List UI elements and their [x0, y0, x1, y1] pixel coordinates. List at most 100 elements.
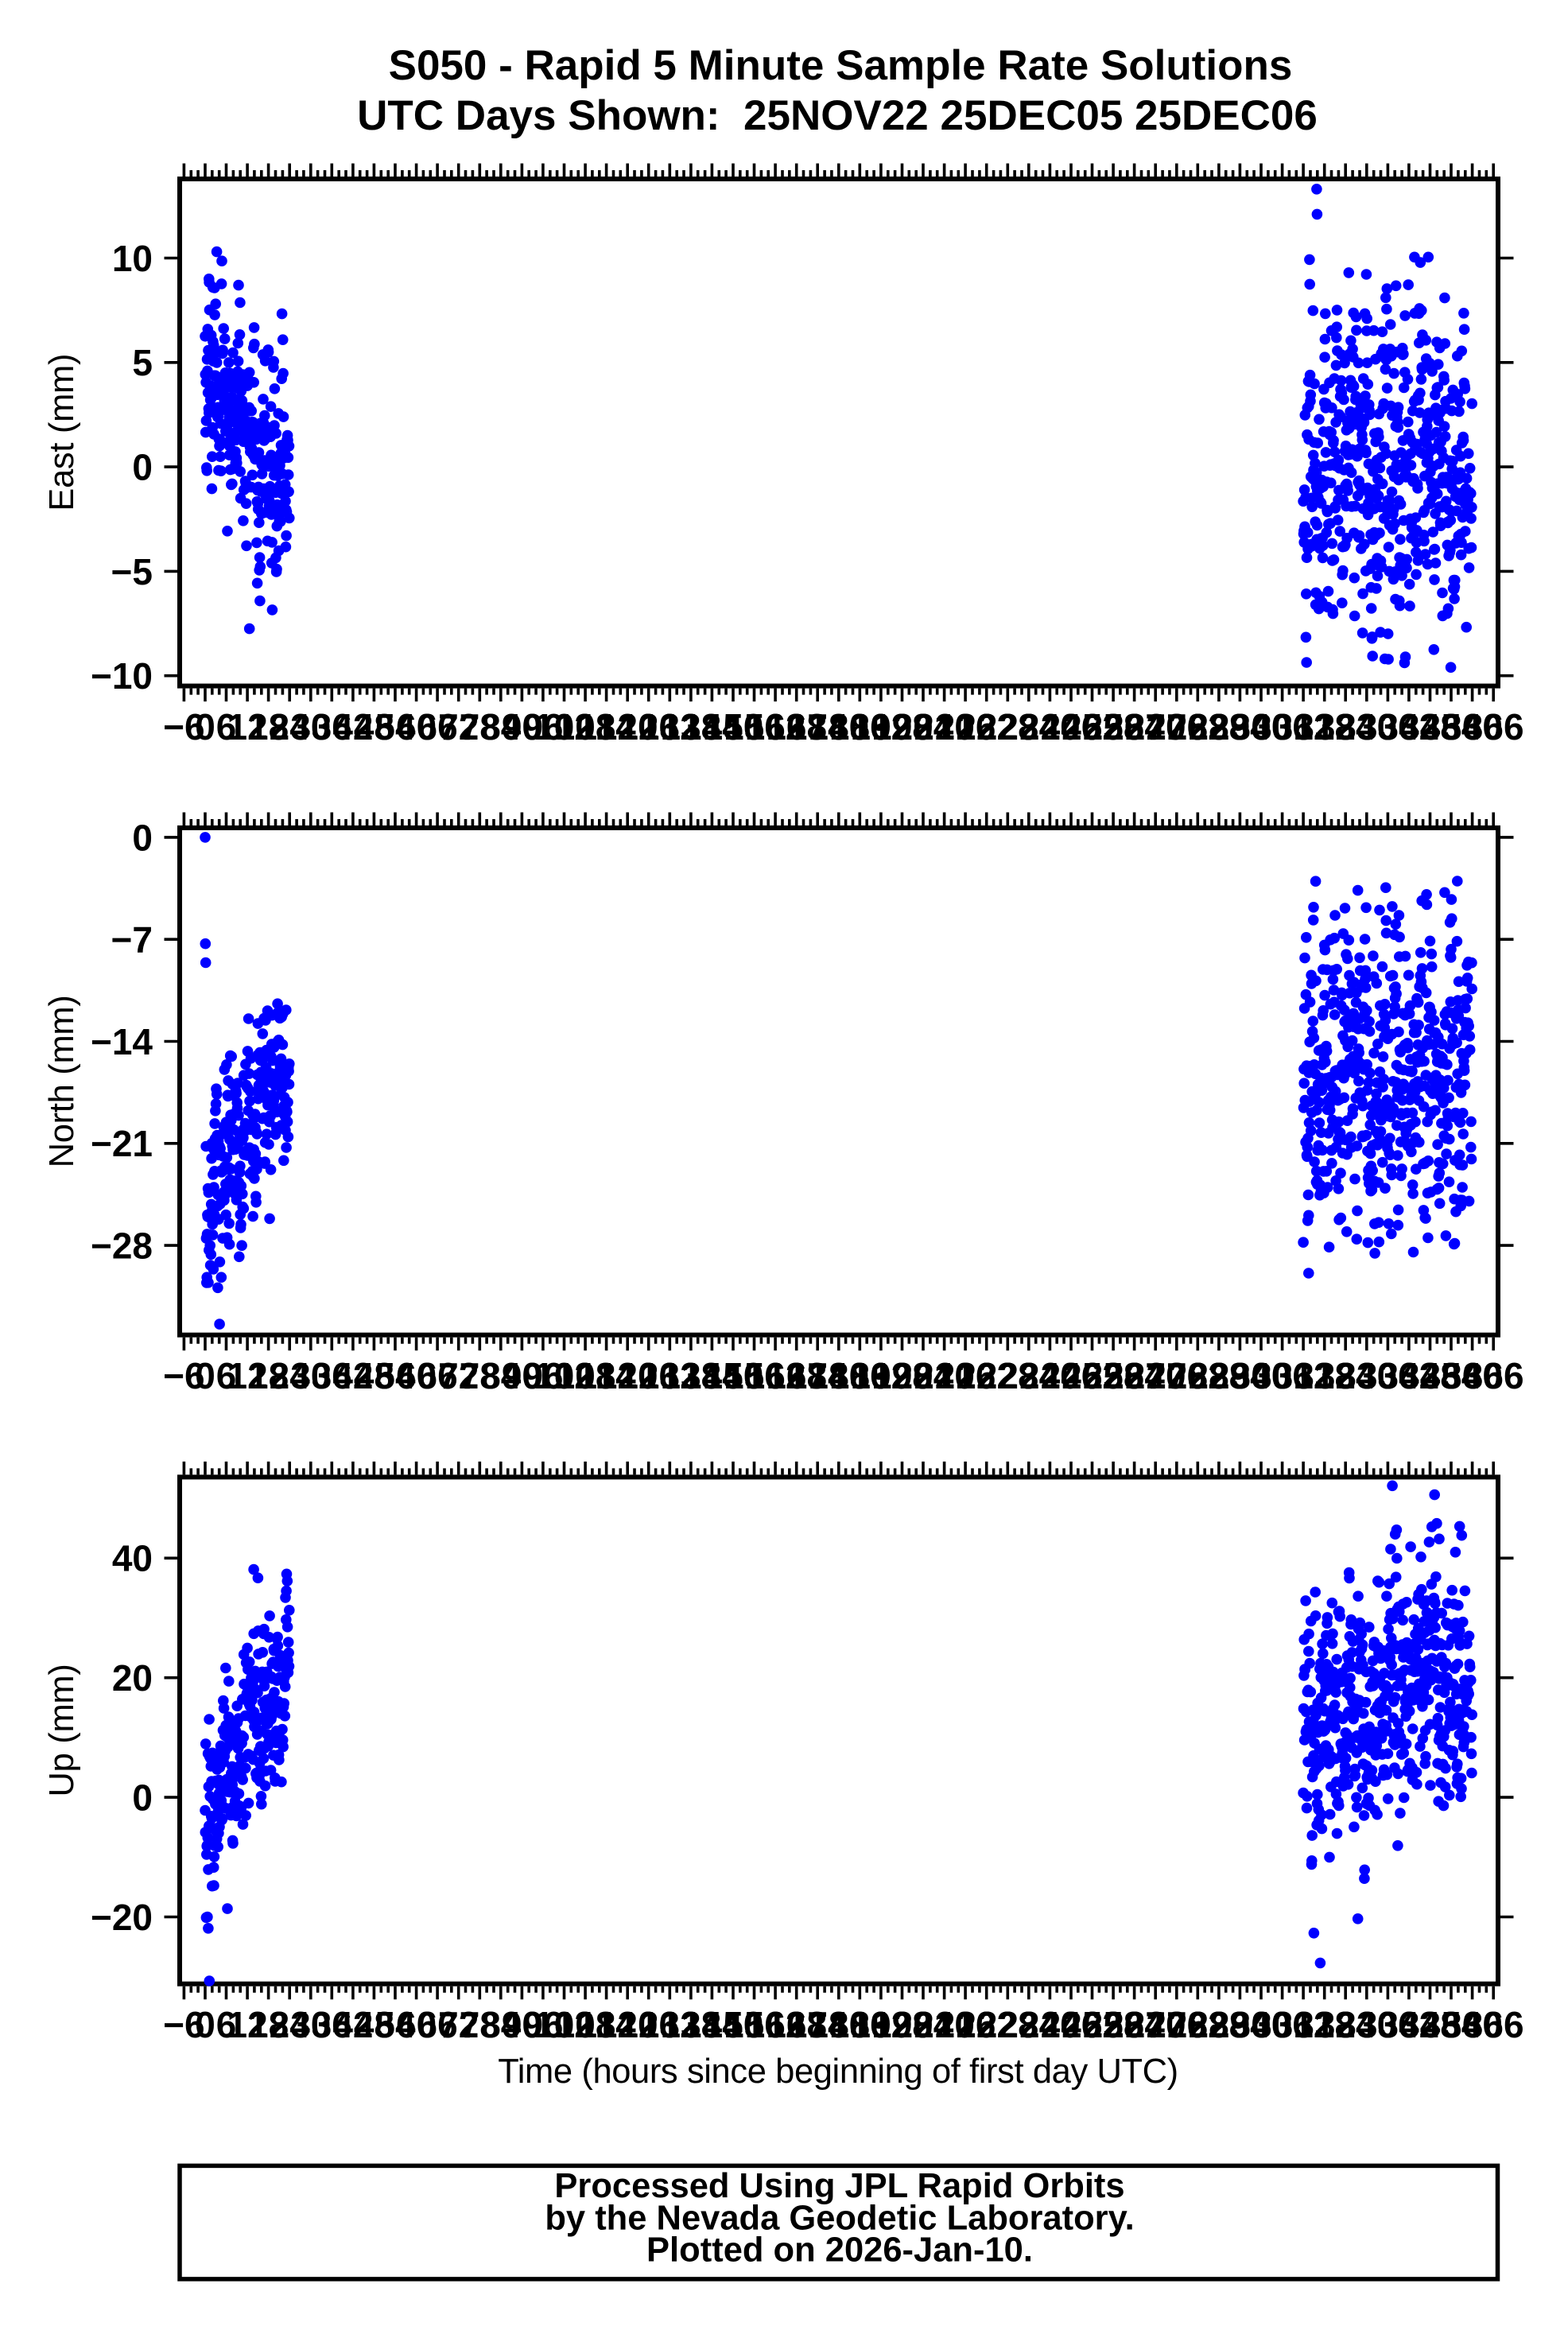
svg-text:342: 342 — [1379, 706, 1440, 748]
svg-text:330: 330 — [1336, 706, 1397, 748]
svg-text:210: 210 — [914, 706, 975, 748]
svg-text:324: 324 — [1315, 706, 1376, 748]
svg-text:312: 312 — [1273, 1355, 1334, 1396]
svg-text:30: 30 — [290, 2004, 331, 2045]
svg-text:222: 222 — [956, 2004, 1017, 2045]
svg-text:−14: −14 — [91, 1021, 153, 1062]
svg-text:132: 132 — [639, 1355, 701, 1396]
svg-text:168: 168 — [766, 2004, 827, 2045]
svg-text:Plotted on 2026-Jan-10.: Plotted on 2026-Jan-10. — [646, 2231, 1033, 2270]
svg-text:48: 48 — [354, 2004, 394, 2045]
svg-text:348: 348 — [1399, 2004, 1461, 2045]
svg-text:18: 18 — [248, 706, 289, 748]
svg-text:156: 156 — [724, 706, 785, 748]
svg-text:−10: −10 — [91, 655, 153, 697]
svg-text:96: 96 — [522, 1355, 563, 1396]
svg-text:306: 306 — [1252, 706, 1313, 748]
svg-text:114: 114 — [576, 2004, 636, 2045]
svg-text:48: 48 — [354, 1355, 394, 1396]
svg-text:66: 66 — [417, 2004, 458, 2045]
svg-text:150: 150 — [703, 2004, 764, 2045]
svg-text:72: 72 — [438, 706, 479, 748]
svg-text:−21: −21 — [91, 1123, 153, 1164]
svg-text:126: 126 — [618, 1355, 679, 1396]
svg-text:0: 0 — [132, 1777, 153, 1819]
svg-text:90: 90 — [502, 1355, 542, 1396]
svg-text:306: 306 — [1252, 2004, 1313, 2045]
svg-text:24: 24 — [270, 706, 311, 748]
svg-text:120: 120 — [597, 1355, 658, 1396]
svg-text:330: 330 — [1336, 2004, 1397, 2045]
svg-text:144: 144 — [681, 706, 743, 748]
svg-text:324: 324 — [1315, 2004, 1376, 2045]
svg-text:336: 336 — [1357, 1355, 1419, 1396]
svg-text:150: 150 — [703, 706, 764, 748]
svg-text:318: 318 — [1294, 2004, 1355, 2045]
svg-text:252: 252 — [1062, 2004, 1123, 2045]
svg-text:78: 78 — [460, 706, 500, 748]
svg-text:132: 132 — [639, 2004, 701, 2045]
svg-text:UTC Days Shown: 25NOV22 25DEC: UTC Days Shown: 25NOV22 25DEC05 25DEC06 — [357, 92, 1318, 139]
svg-text:234: 234 — [998, 1355, 1059, 1396]
svg-text:0: 0 — [132, 817, 153, 858]
svg-text:288: 288 — [1189, 2004, 1250, 2045]
svg-text:282: 282 — [1167, 1355, 1228, 1396]
svg-text:204: 204 — [893, 2004, 954, 2045]
svg-text:6: 6 — [216, 706, 237, 748]
svg-text:198: 198 — [871, 1355, 933, 1396]
svg-text:30: 30 — [290, 1355, 331, 1396]
svg-text:276: 276 — [1146, 706, 1207, 748]
svg-text:42: 42 — [332, 1355, 373, 1396]
svg-text:258: 258 — [1083, 706, 1144, 748]
svg-text:312: 312 — [1273, 706, 1334, 748]
svg-text:54: 54 — [375, 2004, 416, 2045]
svg-text:18: 18 — [248, 2004, 289, 2045]
svg-text:366: 366 — [1463, 706, 1524, 748]
svg-text:Time (hours since beginning of: Time (hours since beginning of first day… — [498, 2053, 1178, 2091]
svg-text:138: 138 — [661, 2004, 722, 2045]
svg-text:20: 20 — [112, 1657, 153, 1699]
svg-text:180: 180 — [808, 706, 869, 748]
svg-text:336: 336 — [1357, 706, 1419, 748]
svg-text:180: 180 — [808, 1355, 869, 1396]
svg-text:90: 90 — [502, 2004, 542, 2045]
svg-text:66: 66 — [417, 1355, 458, 1396]
svg-text:60: 60 — [396, 2004, 437, 2045]
svg-text:264: 264 — [1104, 2004, 1165, 2045]
svg-text:162: 162 — [745, 1355, 806, 1396]
svg-text:174: 174 — [787, 1355, 848, 1396]
svg-text:264: 264 — [1104, 706, 1165, 748]
svg-text:S050 - Rapid 5 Minute Sample R: S050 - Rapid 5 Minute Sample Rate Soluti… — [389, 42, 1293, 89]
svg-text:198: 198 — [871, 706, 933, 748]
svg-text:276: 276 — [1146, 2004, 1207, 2045]
svg-text:36: 36 — [312, 2004, 352, 2045]
svg-text:10: 10 — [112, 238, 153, 279]
svg-text:0: 0 — [132, 447, 153, 488]
svg-text:360: 360 — [1442, 706, 1503, 748]
svg-text:174: 174 — [787, 2004, 848, 2045]
svg-text:168: 168 — [766, 1355, 827, 1396]
svg-text:12: 12 — [227, 1355, 268, 1396]
svg-text:258: 258 — [1083, 1355, 1144, 1396]
svg-text:6: 6 — [216, 1355, 237, 1396]
svg-text:126: 126 — [618, 706, 679, 748]
svg-text:60: 60 — [396, 1355, 437, 1396]
svg-text:324: 324 — [1315, 1355, 1376, 1396]
svg-text:102: 102 — [534, 706, 595, 748]
svg-text:192: 192 — [851, 706, 912, 748]
svg-text:114: 114 — [576, 706, 636, 748]
svg-text:18: 18 — [248, 1355, 289, 1396]
svg-text:288: 288 — [1189, 706, 1250, 748]
svg-text:360: 360 — [1442, 1355, 1503, 1396]
svg-text:−20: −20 — [91, 1897, 153, 1938]
svg-text:168: 168 — [766, 706, 827, 748]
svg-text:234: 234 — [998, 2004, 1059, 2045]
svg-text:78: 78 — [460, 2004, 500, 2045]
svg-text:0: 0 — [195, 1355, 215, 1396]
svg-text:318: 318 — [1294, 1355, 1355, 1396]
svg-text:−5: −5 — [111, 551, 153, 592]
svg-text:12: 12 — [227, 706, 268, 748]
svg-text:72: 72 — [438, 1355, 479, 1396]
svg-text:114: 114 — [576, 1355, 636, 1396]
svg-text:216: 216 — [935, 2004, 996, 2045]
